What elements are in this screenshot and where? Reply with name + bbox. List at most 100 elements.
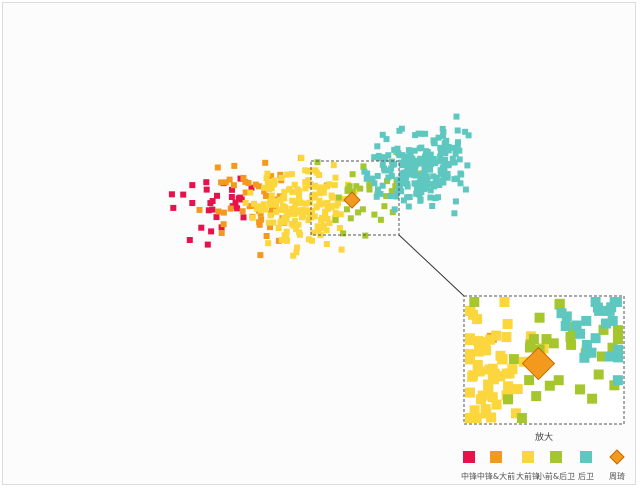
legend-marker-diamond — [609, 449, 625, 465]
scatter-point — [366, 186, 373, 193]
scatter-point — [440, 129, 447, 135]
zoom-point — [503, 381, 514, 392]
scatter-point — [456, 156, 463, 163]
highlight-point-marker — [343, 191, 361, 209]
scatter-point — [398, 159, 405, 166]
zoom-point — [579, 352, 590, 363]
scatter-point — [299, 206, 306, 213]
scatter-point — [421, 186, 428, 192]
scatter-point — [284, 211, 291, 218]
zoom-point — [472, 314, 483, 325]
zoom-point — [501, 368, 512, 379]
scatter-point — [422, 130, 429, 137]
scatter-point — [316, 172, 323, 178]
scatter-point — [304, 208, 311, 215]
scatter-point — [439, 125, 446, 132]
scatter-point — [384, 178, 390, 185]
scatter-point — [441, 168, 448, 175]
scatter-point — [298, 154, 305, 161]
scatter-point — [366, 182, 373, 189]
scatter-point — [306, 199, 313, 206]
scatter-point — [413, 190, 420, 197]
scatter-point — [208, 228, 215, 235]
scatter-point — [436, 158, 443, 165]
scatter-point — [261, 184, 267, 191]
scatter-point — [267, 224, 273, 231]
zoom-point — [528, 334, 539, 344]
zoom-point — [475, 394, 486, 405]
scatter-point — [387, 193, 394, 199]
scatter-point — [387, 167, 394, 174]
scatter-point — [444, 170, 451, 177]
scatter-point — [412, 168, 418, 175]
scatter-point — [453, 113, 460, 120]
scatter-point — [289, 189, 296, 196]
scatter-point — [426, 163, 433, 170]
scatter-point — [281, 188, 288, 195]
scatter-point — [357, 185, 364, 192]
scatter-point — [170, 204, 177, 211]
scatter-point — [381, 167, 388, 174]
scatter-point — [390, 161, 396, 168]
scatter-point — [309, 237, 315, 244]
scatter-point — [375, 152, 382, 159]
scatter-point — [445, 161, 452, 167]
scatter-point — [234, 205, 241, 212]
zoom-connector-line — [398, 234, 465, 297]
scatter-point — [226, 176, 233, 183]
scatter-point — [337, 211, 344, 218]
scatter-point — [401, 154, 408, 161]
zoom-point — [508, 354, 519, 365]
scatter-point — [454, 175, 461, 182]
scatter-point — [273, 208, 280, 215]
scatter-point — [209, 206, 216, 213]
scatter-point — [344, 206, 350, 213]
zoom-point — [600, 318, 611, 329]
scatter-point — [399, 175, 405, 182]
scatter-point — [271, 177, 278, 184]
zoom-point — [607, 316, 618, 326]
zoom-point — [502, 319, 513, 329]
scatter-point — [284, 171, 291, 178]
scatter-point — [189, 200, 196, 206]
zoom-highlight-marker — [521, 346, 556, 381]
scatter-point — [215, 208, 222, 215]
scatter-point — [229, 186, 235, 193]
zoom-point — [473, 336, 484, 347]
scatter-point — [462, 128, 469, 135]
scatter-point — [442, 145, 449, 152]
legend-label: 中锋 — [461, 471, 477, 481]
scatter-point — [251, 200, 257, 207]
zoom-point — [613, 325, 623, 336]
scatter-point — [284, 237, 291, 244]
scatter-point — [332, 217, 339, 224]
scatter-point — [231, 162, 238, 169]
scatter-point — [312, 182, 318, 189]
scatter-point — [349, 171, 356, 178]
scatter-point — [371, 180, 378, 187]
zoom-point — [465, 387, 475, 398]
scatter-point — [328, 204, 335, 211]
scatter-point — [417, 158, 423, 165]
scatter-point — [180, 191, 187, 198]
scatter-point — [281, 219, 288, 226]
zoom-point — [581, 315, 592, 326]
scatter-point — [336, 225, 343, 231]
zoom-point — [472, 360, 483, 370]
scatter-point — [248, 184, 255, 191]
scatter-point — [452, 198, 459, 205]
scatter-point — [416, 180, 423, 186]
scatter-point — [424, 179, 431, 186]
zoom-source-box — [310, 160, 400, 236]
scatter-point — [375, 186, 381, 193]
scatter-point — [392, 183, 399, 190]
scatter-point — [332, 202, 338, 209]
scatter-point — [456, 147, 463, 154]
scatter-point — [288, 220, 295, 227]
scatter-point — [264, 179, 271, 186]
zoom-point — [586, 347, 597, 358]
scatter-point — [437, 153, 444, 160]
zoom-point — [590, 333, 601, 344]
scatter-point — [405, 203, 412, 210]
scatter-point — [441, 140, 448, 147]
